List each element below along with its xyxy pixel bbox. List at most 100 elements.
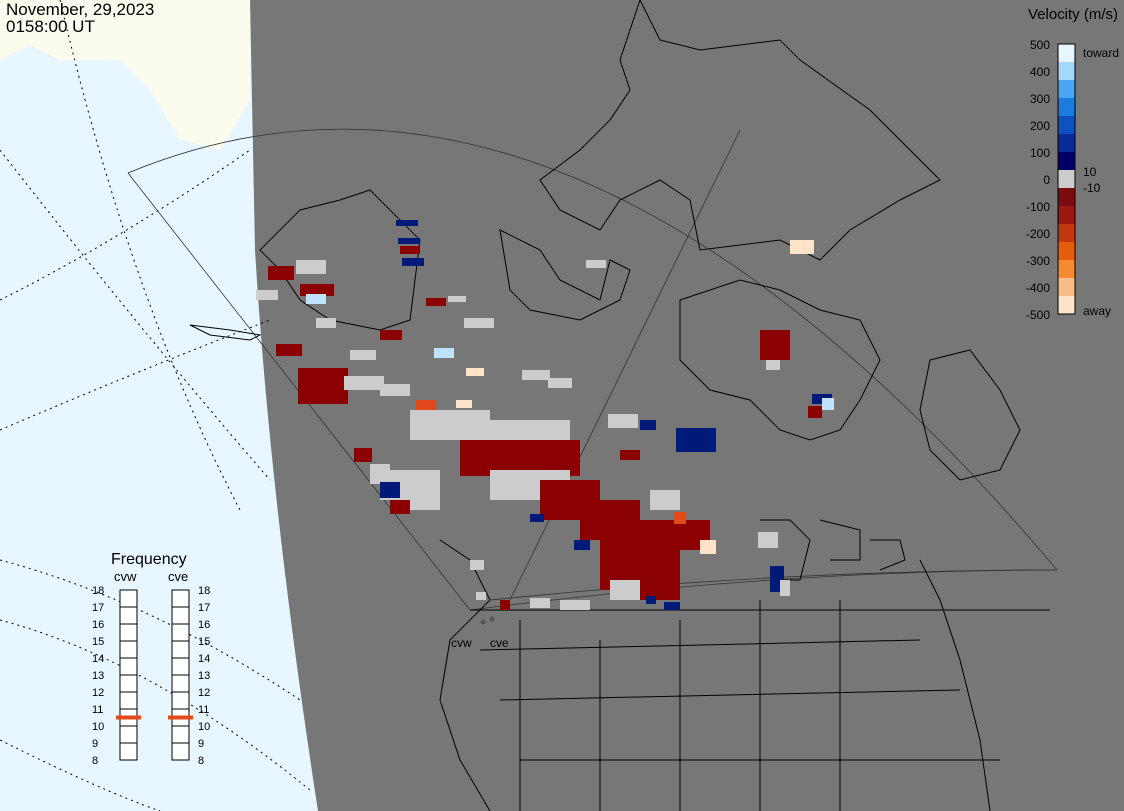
colorbar-svg bbox=[1057, 43, 1076, 315]
frequency-box bbox=[171, 589, 190, 608]
data-cell bbox=[700, 540, 716, 554]
data-cell bbox=[402, 258, 424, 266]
data-cell bbox=[344, 376, 384, 390]
colorbar-tick-label: -500 bbox=[1025, 308, 1050, 322]
freq-scale-left: 10 bbox=[92, 721, 104, 733]
colorbar-tick-label: 200 bbox=[1029, 119, 1050, 133]
frequency-box bbox=[171, 742, 190, 761]
coastlines bbox=[189, 0, 1050, 811]
velocity-data-cells bbox=[256, 220, 834, 610]
frequency-box bbox=[119, 725, 138, 744]
frequency-box bbox=[119, 691, 138, 710]
frequency-box bbox=[119, 606, 138, 625]
colorbar-segment bbox=[1058, 134, 1075, 153]
data-cell bbox=[380, 384, 410, 396]
data-cell bbox=[758, 532, 778, 548]
frequency-box bbox=[171, 691, 190, 710]
station-label-cvw: cvw bbox=[451, 636, 472, 650]
data-cell bbox=[780, 580, 790, 596]
neg-10-label: -10 bbox=[1083, 181, 1101, 195]
data-cell bbox=[464, 318, 494, 328]
frequency-box bbox=[119, 657, 138, 676]
colorbar-tick-label: -200 bbox=[1025, 227, 1050, 241]
data-cell bbox=[466, 368, 484, 376]
data-cell bbox=[676, 428, 716, 452]
colorbar-segment bbox=[1058, 206, 1075, 225]
data-cell bbox=[650, 490, 680, 510]
freq-scale-right: 12 bbox=[198, 687, 210, 699]
freq-scale-left: 8 bbox=[92, 755, 98, 767]
freq-scale-right: 14 bbox=[198, 653, 210, 665]
time-label: 0158:00 UT bbox=[6, 17, 95, 36]
data-cell bbox=[620, 450, 640, 460]
freq-scale-right: 9 bbox=[198, 738, 204, 750]
frequency-bars: 18 18 17 17 16 16 15 15 14 14 13 13 12 12 11 11 10 10 9 9 8 8 bbox=[92, 585, 210, 767]
night-shading bbox=[250, 0, 1124, 811]
colorbar-tick-label: -300 bbox=[1025, 254, 1050, 268]
freq-radar-cve: cve bbox=[168, 569, 188, 584]
data-cell bbox=[316, 318, 336, 328]
away-label: away bbox=[1083, 304, 1112, 318]
velocity-colorbar: 500 400 300 200 100 0 -100 -200 -300 -400 -500 tow… bbox=[1010, 38, 1122, 323]
data-cell bbox=[766, 360, 780, 370]
colorbar-tick-label: -100 bbox=[1025, 200, 1050, 214]
colorbar-segment bbox=[1058, 152, 1075, 171]
frequency-box bbox=[119, 742, 138, 761]
data-cell bbox=[470, 560, 484, 570]
graticule bbox=[0, 0, 311, 811]
frequency-panel: Frequency cvw cve 18 18 17 17 16 16 15 15 14 14 13… bbox=[80, 548, 230, 778]
data-cell bbox=[276, 344, 302, 356]
data-cell bbox=[396, 220, 418, 226]
data-cell bbox=[760, 330, 790, 360]
frequency-box bbox=[171, 623, 190, 642]
freq-scale-left: 17 bbox=[92, 602, 104, 614]
freq-scale-left: 16 bbox=[92, 619, 104, 631]
colorbar-segment bbox=[1058, 260, 1075, 279]
colorbar-segment bbox=[1058, 170, 1075, 189]
frequency-indicator bbox=[168, 715, 193, 720]
freq-scale-right: 17 bbox=[198, 602, 210, 614]
freq-scale-left: 12 bbox=[92, 687, 104, 699]
data-cell bbox=[822, 398, 834, 410]
pos-10-label: 10 bbox=[1083, 165, 1097, 179]
freq-scale-left: 14 bbox=[92, 653, 104, 665]
colorbar-frame bbox=[1057, 43, 1076, 315]
data-cell bbox=[380, 482, 400, 498]
data-cell bbox=[476, 592, 486, 600]
station-marker-cvw bbox=[480, 619, 486, 625]
data-cell bbox=[268, 266, 294, 280]
station-label-cve: cve bbox=[490, 636, 509, 650]
colorbar-segment bbox=[1058, 44, 1075, 63]
colorbar-gradient bbox=[1058, 44, 1075, 315]
freq-scale-right: 18 bbox=[198, 585, 210, 597]
data-cell bbox=[306, 294, 326, 304]
data-cell bbox=[416, 400, 436, 410]
frequency-box bbox=[171, 725, 190, 744]
data-cell bbox=[256, 290, 278, 300]
data-cell bbox=[646, 596, 656, 604]
data-cell bbox=[640, 560, 680, 600]
colorbar-segment bbox=[1058, 98, 1075, 117]
data-cell bbox=[548, 378, 572, 388]
velocity-legend-title: Velocity (m/s) bbox=[1027, 6, 1118, 23]
data-cell bbox=[808, 406, 822, 418]
colorbar-tick-label: 500 bbox=[1029, 38, 1050, 52]
colorbar-segment bbox=[1058, 188, 1075, 207]
colorbar-tick-label: -400 bbox=[1025, 281, 1050, 295]
data-cell bbox=[350, 350, 376, 360]
freq-radar-cvw: cvw bbox=[114, 569, 137, 584]
frequency-box bbox=[171, 657, 190, 676]
data-cell bbox=[608, 414, 638, 428]
data-cell bbox=[610, 580, 640, 600]
data-cell bbox=[298, 368, 348, 404]
data-cell bbox=[400, 246, 420, 254]
colorbar-segment bbox=[1058, 242, 1075, 261]
station-marker-cve bbox=[489, 616, 495, 622]
freq-scale-left: 11 bbox=[92, 704, 103, 716]
frequency-svg: Frequency cvw cve 18 18 17 17 16 16 15 15 14 14 13… bbox=[92, 551, 210, 767]
data-cell bbox=[574, 540, 590, 550]
data-cell bbox=[640, 420, 656, 430]
freq-scale-right: 15 bbox=[198, 636, 210, 648]
data-cell bbox=[448, 296, 466, 302]
data-cell bbox=[664, 602, 680, 610]
